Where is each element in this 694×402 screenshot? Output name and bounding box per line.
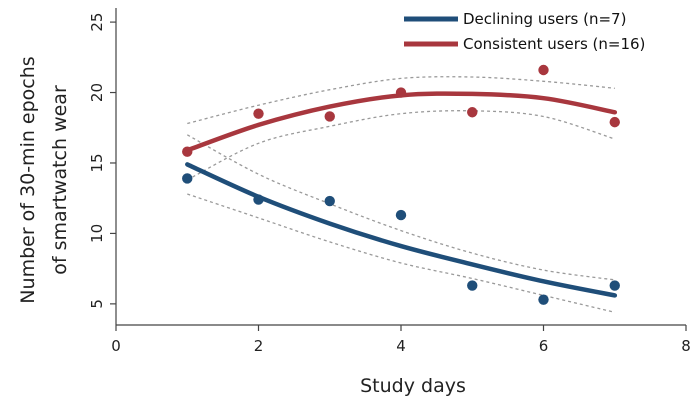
y-axis-title-line-1: Number of 30-min epochs xyxy=(17,56,39,303)
y-tick-label-4: 25 xyxy=(88,13,106,32)
consistent-ci-lower-line xyxy=(187,110,615,181)
consistent-point-2 xyxy=(324,111,335,122)
x-tick-label-4: 8 xyxy=(681,337,691,355)
axes: 0 2 4 6 8 5 10 15 20 25 xyxy=(88,8,691,355)
x-tick-label-3: 6 xyxy=(539,337,549,355)
declining-point-4 xyxy=(467,280,478,291)
legend: Declining users (n=7) Consistent users (… xyxy=(404,10,645,53)
x-tick-label-1: 2 xyxy=(254,337,264,355)
data-points xyxy=(182,64,620,305)
declining-ci-upper-line xyxy=(186,134,615,281)
consistent-point-0 xyxy=(182,146,193,157)
consistent-point-5 xyxy=(538,64,549,76)
declining-point-2 xyxy=(324,195,335,207)
consistent-point-4 xyxy=(467,107,478,118)
fitted-lines xyxy=(185,91,618,298)
consistent-point-3 xyxy=(395,87,407,98)
consistent-point-6 xyxy=(609,116,620,128)
x-tick-label-2: 4 xyxy=(396,337,406,355)
declining-ci-lower-line xyxy=(187,193,615,313)
legend-label-consistent: Consistent users (n=16) xyxy=(463,35,645,53)
consistent-point-1 xyxy=(253,108,264,119)
y-tick-label-3: 20 xyxy=(88,83,106,102)
declining-point-6 xyxy=(609,280,620,291)
declining-point-5 xyxy=(538,294,549,305)
consistent-fit-line xyxy=(185,91,618,153)
x-tick-label-0: 0 xyxy=(111,337,121,355)
y-tick-label-1: 10 xyxy=(88,224,106,243)
y-axis-title-line-2: of smartwatch wear xyxy=(49,85,71,275)
consistent-ci-upper-line xyxy=(187,76,615,125)
y-tick-label-2: 15 xyxy=(88,153,106,172)
legend-label-declining: Declining users (n=7) xyxy=(463,10,626,28)
confidence-bands xyxy=(186,76,615,313)
declining-point-1 xyxy=(253,194,264,205)
declining-point-0 xyxy=(182,173,193,184)
x-axis-title: Study days xyxy=(360,375,466,397)
y-tick-label-0: 5 xyxy=(88,299,106,309)
declining-fit-line xyxy=(185,162,618,298)
declining-point-3 xyxy=(395,209,407,221)
